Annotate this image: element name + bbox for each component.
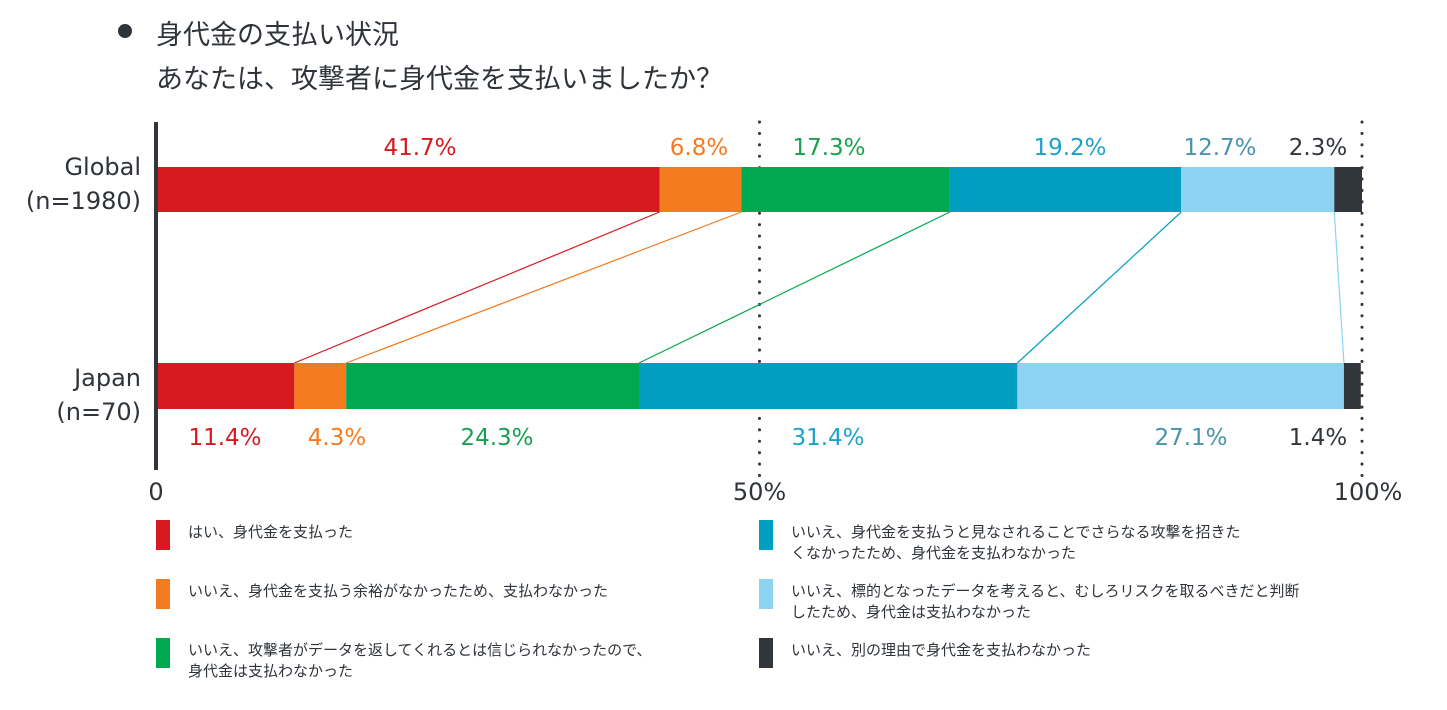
data-label: 31.4%	[791, 425, 864, 451]
legend-text: いいえ、別の理由で身代金を支払わなかった	[791, 640, 1351, 661]
bar-segment	[346, 363, 639, 409]
data-label: 11.4%	[188, 425, 261, 451]
bar-segment	[1334, 167, 1362, 212]
data-label: 27.1%	[1154, 425, 1227, 451]
data-label: 19.2%	[1033, 135, 1106, 161]
data-label: 24.3%	[460, 425, 533, 451]
data-label: 6.8%	[670, 135, 728, 161]
legend-swatch	[156, 638, 170, 668]
legend-text-line: いいえ、身代金を支払う余裕がなかったため、支払わなかった	[188, 582, 609, 600]
legend-text-line: いいえ、別の理由で身代金を支払わなかった	[791, 641, 1092, 659]
data-label: 12.7%	[1183, 135, 1256, 161]
bar-segment	[741, 167, 950, 212]
legend-swatch	[759, 520, 773, 550]
bar-segment	[157, 363, 295, 409]
connector-line	[345, 211, 742, 364]
data-label: 41.7%	[383, 135, 456, 161]
connector-line	[638, 211, 951, 364]
legend-text: いいえ、身代金を支払うと見なされることでさらなる攻撃を招きた くなかったため、身代…	[791, 522, 1351, 564]
category-n-label: (n=1980)	[26, 187, 141, 215]
legend-text-line: はい、身代金を支払った	[188, 523, 354, 541]
legend-text: いいえ、標的となったデータを考えると、むしろリスクを取るべきだと判断 したため、身…	[791, 581, 1351, 623]
bar-segment	[157, 167, 660, 212]
category-n-label: (n=70)	[56, 398, 141, 426]
legend-text: いいえ、攻撃者がデータを返してくれるとは信じられなかったので、 身代金は支払わなか…	[188, 640, 748, 682]
legend-text: いいえ、身代金を支払う余裕がなかったため、支払わなかった	[188, 581, 748, 602]
stacked-bar-chart: 41.7% 6.8% 17.3% 19.2% 12.7% 2.3% 11.4% 4.3% 24.…	[26, 120, 1403, 506]
bar-segment	[1017, 363, 1344, 409]
legend-swatch	[759, 638, 773, 668]
data-label: 2.3%	[1289, 135, 1347, 161]
legend-text-line: 身代金は支払わなかった	[188, 662, 354, 680]
data-label: 1.4%	[1289, 425, 1347, 451]
x-tick-label: 100%	[1334, 478, 1403, 506]
data-label: 4.3%	[308, 425, 366, 451]
bar-segment	[659, 167, 742, 212]
legend-text-line: したため、身代金は支払わなかった	[791, 603, 1032, 621]
x-tick-label: 0	[148, 478, 163, 506]
x-tick-label: 50%	[733, 478, 786, 506]
legend-text: はい、身代金を支払った	[188, 522, 748, 543]
connector-line	[294, 211, 660, 364]
legend-swatch	[156, 520, 170, 550]
connector-line	[1333, 211, 1345, 364]
legend-text-line: いいえ、攻撃者がデータを返してくれるとは信じられなかったので、	[188, 641, 652, 659]
bar-segment	[949, 167, 1182, 212]
legend-text-line: いいえ、身代金を支払うと見なされることでさらなる攻撃を招きた	[791, 523, 1241, 541]
chart-title-line2: あなたは、攻撃者に身代金を支払いましたか？	[156, 64, 723, 95]
legend-text-line: いいえ、標的となったデータを考えると、むしろリスクを取るべきだと判断	[791, 582, 1300, 600]
title-bullet	[118, 24, 132, 38]
legend-text-line: くなかったため、身代金を支払わなかった	[791, 544, 1077, 562]
chart-title: 身代金の支払い状況 あなたは、攻撃者に身代金を支払いましたか？	[156, 14, 723, 102]
category-label: Japan	[72, 364, 141, 392]
category-label: Global	[64, 153, 141, 181]
bar-segment	[294, 363, 347, 409]
connector-line	[1016, 211, 1182, 364]
chart-title-line1: 身代金の支払い状況	[156, 20, 399, 51]
bar-segment	[639, 363, 1018, 409]
legend-swatch	[759, 579, 773, 609]
bar-segment	[1343, 363, 1361, 409]
legend-swatch	[156, 579, 170, 609]
data-label: 17.3%	[792, 135, 865, 161]
bar-segment	[1181, 167, 1335, 212]
